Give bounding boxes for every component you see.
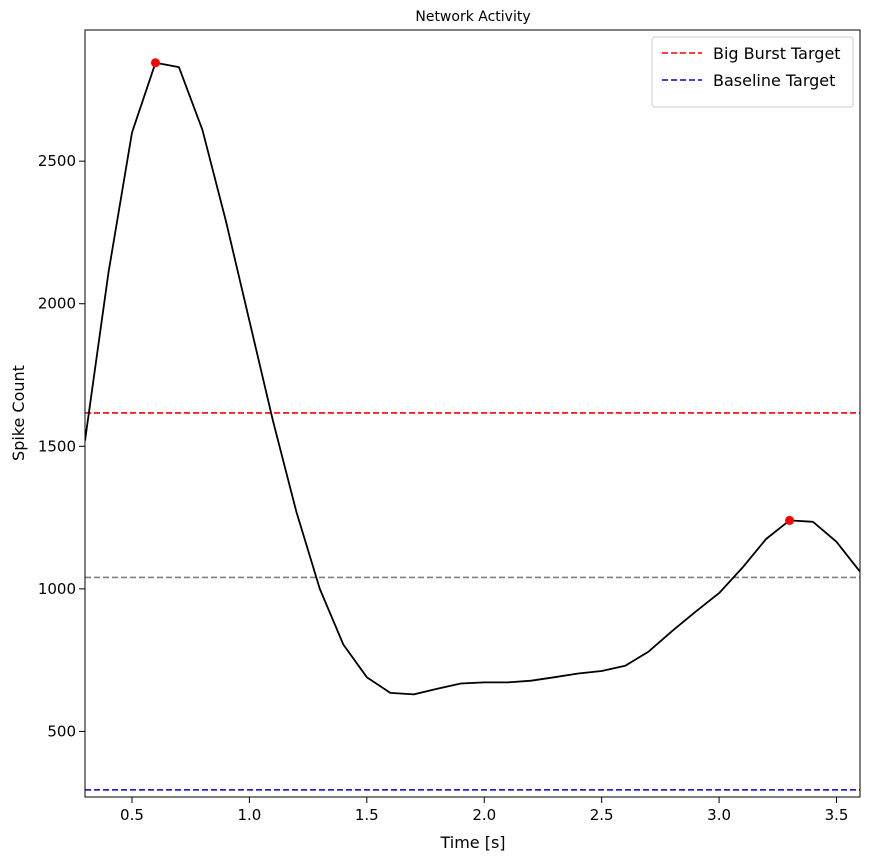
legend: Big Burst Target Baseline Target bbox=[651, 36, 854, 108]
y-tick-label: 1500 bbox=[38, 437, 76, 455]
legend-box bbox=[651, 36, 854, 108]
chart-title: Network Activity bbox=[415, 9, 530, 25]
x-axis-label: Time [s] bbox=[439, 833, 505, 852]
x-tick-label: 3.0 bbox=[707, 806, 731, 824]
x-tick-label: 1.5 bbox=[355, 806, 379, 824]
x-tick-label: 1.0 bbox=[237, 806, 261, 824]
x-tick-label: 2.5 bbox=[590, 806, 614, 824]
plot-area bbox=[85, 58, 860, 791]
x-tick-label: 0.5 bbox=[120, 806, 144, 824]
y-tick-label: 2000 bbox=[38, 295, 76, 313]
y-axis-label: Spike Count bbox=[9, 365, 28, 461]
series-line-0 bbox=[85, 61, 860, 696]
y-tick-label: 2500 bbox=[38, 152, 76, 170]
peak-marker-0 bbox=[150, 58, 160, 68]
x-tick-label: 3.5 bbox=[825, 806, 849, 824]
y-tick-label: 1000 bbox=[38, 580, 76, 598]
x-tick-label: 2.0 bbox=[472, 806, 496, 824]
legend-label: Big Burst Target bbox=[713, 44, 841, 63]
plot-frame bbox=[84, 29, 861, 798]
axis-ticks: 0.5 1.0 1.5 2.0 2.5 3.0 3.5 500 1000 1500 2000 2500 bbox=[38, 152, 849, 824]
peak-marker-1 bbox=[785, 515, 795, 525]
legend-label: Baseline Target bbox=[713, 71, 835, 90]
y-tick-label: 500 bbox=[47, 722, 76, 740]
